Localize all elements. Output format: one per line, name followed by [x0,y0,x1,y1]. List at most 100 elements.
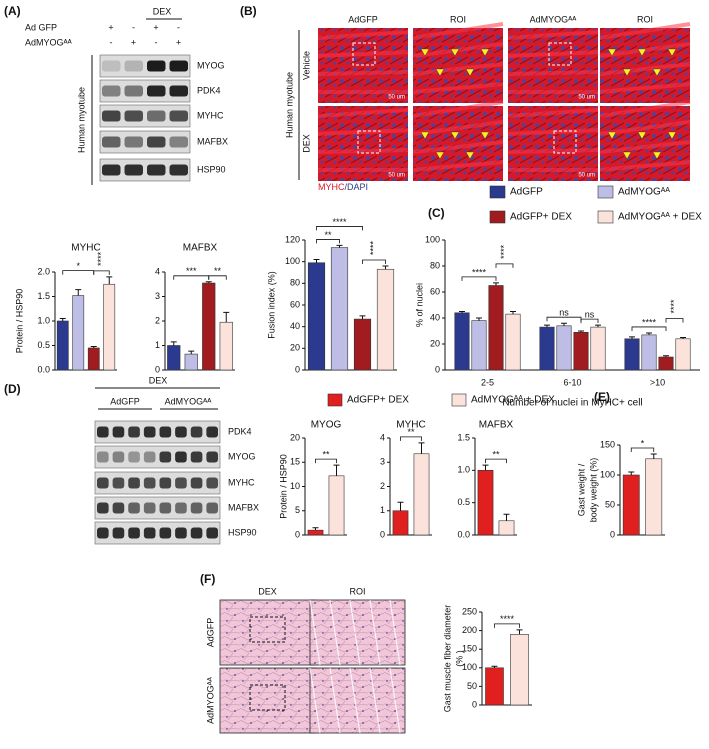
roi-box [548,42,572,66]
column-label: ROI [450,14,466,24]
error-bar [90,345,97,348]
myotube [599,62,691,76]
arrowhead [450,48,460,57]
blot-band [175,451,187,463]
cell-label: Human myotube [284,72,294,138]
blot-band [128,451,140,463]
significance-label: ** [324,230,332,240]
y-tick-label: 0 [435,364,440,374]
myotube [599,22,691,40]
blot-strip [99,130,191,154]
significance-bracket [315,458,337,464]
blot-band [206,477,218,489]
significance-bracket [495,263,514,268]
y-axis-label: Gast weight / [576,463,586,516]
arrowhead [622,68,632,77]
blot-band [102,85,121,97]
blot-band [159,451,172,463]
significance-label: **** [499,244,509,259]
y-tick-label: 50 [605,499,615,509]
blot-band [190,502,203,514]
bar [675,338,691,371]
blot-label: MYHC [228,477,255,487]
blot-label: MYHC [197,110,224,120]
y-axis-label: Protein / HSP90 [278,454,288,519]
arrowhead [480,48,490,57]
myotube [507,70,599,76]
y-tick-label: 100 [600,469,615,479]
blot-band [143,426,156,438]
legend-label: AdGFP+ DEX [347,395,409,406]
significance-label: * [641,438,645,448]
stain-blue: /DAPI [345,182,369,192]
blot-band [169,85,188,97]
fiber-edge [329,667,341,734]
myotube [599,140,691,154]
error-bar [561,322,567,326]
blot-band [147,60,166,72]
blot-label: PDK4 [197,85,221,95]
error-bar [188,350,195,355]
legend-swatch [597,210,614,224]
blot-label: MAFBX [197,136,228,146]
blot-strip [99,79,191,103]
significance-label: ns [559,308,569,318]
significance-bracket [173,275,210,280]
error-bar [418,442,425,454]
bar [485,667,504,706]
bar [573,331,589,371]
y-tick-label: 60 [430,286,440,296]
error-bar [510,311,516,315]
treatment-sign: + [153,22,158,32]
treatment-sign: - [155,37,158,47]
significance-label: **** [332,217,347,227]
blot-label: MYOG [228,451,256,461]
blot-band [102,164,121,176]
error-bar [359,315,366,320]
blot-band [112,451,125,463]
fiber-edge [349,667,361,734]
y-tick-label: 4 [380,432,385,442]
blot-band [102,136,121,148]
y-tick-label: 250 [462,606,477,616]
significance-bracket [93,270,110,275]
blot-band [147,85,166,97]
arrowhead [652,151,662,160]
blot-label: MYOG [197,60,225,70]
arrowhead [465,68,475,77]
roi-box [249,616,286,643]
cell-label: Human myotube [76,87,86,153]
myotube [317,70,409,76]
blot-band [97,502,109,514]
bar [330,247,349,371]
myotube [507,50,599,58]
myotube [599,100,691,118]
column-label: ROI [349,586,365,596]
significance-label: ** [407,427,415,437]
blot-strip [94,420,221,444]
bar [510,634,529,706]
y-tick-label: 0 [380,529,385,539]
arrowhead [667,131,677,140]
blot-band [143,527,156,539]
panel-label: (A) [4,4,21,18]
y-tick-label: 1.0 [457,465,470,475]
significance-bracket [461,276,497,281]
myotube [412,100,504,118]
blot-band [169,60,188,72]
chart-title: MYOG [311,420,342,431]
arrowhead [622,151,632,160]
y-tick-label: 120 [285,234,300,244]
blot-band [124,164,143,176]
error-bar [482,464,489,471]
bar [590,326,606,371]
myotube [599,160,691,172]
significance-label: ** [492,450,500,460]
error-bar [397,501,404,511]
myotube [412,22,504,40]
error-bar [650,453,657,459]
blot-band [124,60,143,72]
significance-bracket [580,318,599,324]
blot-band [159,477,172,489]
legend-label: AdMYOGᴬᴬ + DEX [618,212,702,223]
